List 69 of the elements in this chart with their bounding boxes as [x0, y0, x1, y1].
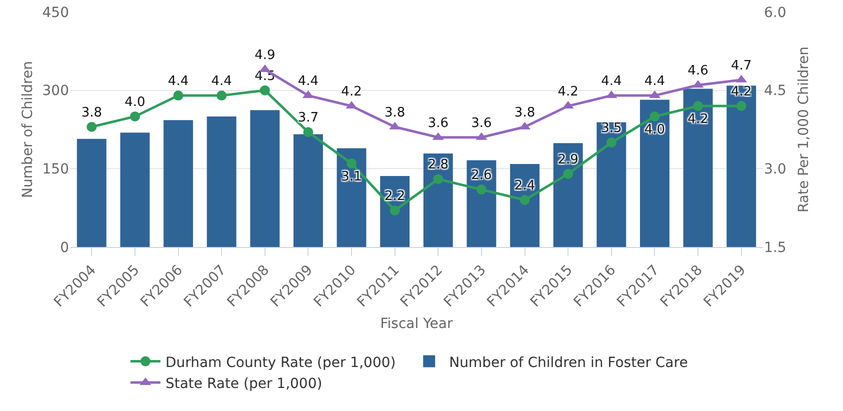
data-label: 2.6 — [471, 168, 492, 184]
data-label: 3.5 — [601, 121, 622, 136]
y-tick-label: 450 — [42, 4, 69, 21]
point — [476, 184, 486, 195]
y-tick-label: 300 — [42, 83, 69, 100]
point — [520, 195, 530, 205]
data-label: 4.2 — [341, 84, 362, 100]
data-label: 4.6 — [688, 64, 708, 79]
y2-tick-label: 3.0 — [764, 162, 786, 178]
data-label: 4.0 — [644, 122, 666, 138]
y-tick-label: 150 — [42, 162, 69, 178]
bar — [293, 134, 323, 247]
point — [216, 90, 227, 101]
point — [563, 168, 574, 179]
point — [130, 111, 140, 122]
point — [86, 122, 97, 132]
data-label: 4.7 — [730, 58, 752, 74]
bar — [336, 148, 366, 247]
point — [433, 174, 444, 184]
point — [346, 158, 357, 168]
data-label: 4.0 — [124, 94, 146, 110]
data-label: 3.6 — [428, 116, 449, 131]
bar — [726, 86, 756, 247]
data-label: 4.4 — [211, 74, 232, 90]
point — [173, 90, 184, 101]
y-axis-title: Number of Children — [20, 61, 36, 198]
y2-axis-title: Rate Per 1,000 Children — [796, 46, 812, 213]
point — [650, 111, 660, 122]
data-label: 4.4 — [601, 74, 622, 90]
data-label: 4.2 — [688, 112, 708, 127]
bar — [206, 116, 236, 247]
point — [390, 205, 400, 216]
data-label: 4.4 — [644, 74, 666, 90]
point — [736, 101, 746, 111]
point — [606, 138, 616, 148]
bar — [640, 100, 670, 247]
legend-label: Durham County Rate (per 1,000) — [165, 354, 396, 371]
data-label: 3.1 — [341, 169, 362, 184]
data-label: 4.9 — [254, 48, 276, 63]
point — [260, 85, 270, 96]
data-label: 4.4 — [168, 74, 189, 90]
data-label: 3.8 — [514, 105, 536, 120]
data-label: 2.4 — [514, 178, 536, 194]
y2-tick-label: 1.5 — [764, 240, 786, 256]
legend-label: State Rate (per 1,000) — [165, 376, 322, 392]
data-label: 3.8 — [384, 105, 406, 120]
y-tick-label: 0 — [60, 240, 69, 256]
data-label: 3.7 — [298, 110, 319, 126]
y2-tick-label: 6.0 — [764, 4, 786, 21]
data-label: 2.9 — [558, 152, 578, 168]
data-label: 4.4 — [298, 74, 319, 90]
bar — [76, 138, 106, 247]
y2-tick-label: 4.5 — [764, 83, 786, 100]
x-axis-title: Fiscal Year — [380, 316, 453, 332]
point — [693, 101, 704, 111]
bar — [683, 88, 713, 247]
bar — [250, 110, 280, 247]
bar — [596, 122, 626, 247]
data-label: 2.2 — [384, 188, 406, 204]
data-label: 4.2 — [558, 84, 578, 100]
bar — [164, 120, 194, 247]
bar — [553, 143, 583, 247]
data-label: 4.2 — [730, 84, 752, 100]
legend-label: Number of Children in Foster Care — [449, 354, 688, 371]
data-label: 2.8 — [428, 158, 449, 173]
bar — [120, 132, 150, 247]
point — [303, 127, 314, 138]
data-label: 3.8 — [81, 105, 102, 120]
data-label: 3.6 — [471, 116, 492, 131]
